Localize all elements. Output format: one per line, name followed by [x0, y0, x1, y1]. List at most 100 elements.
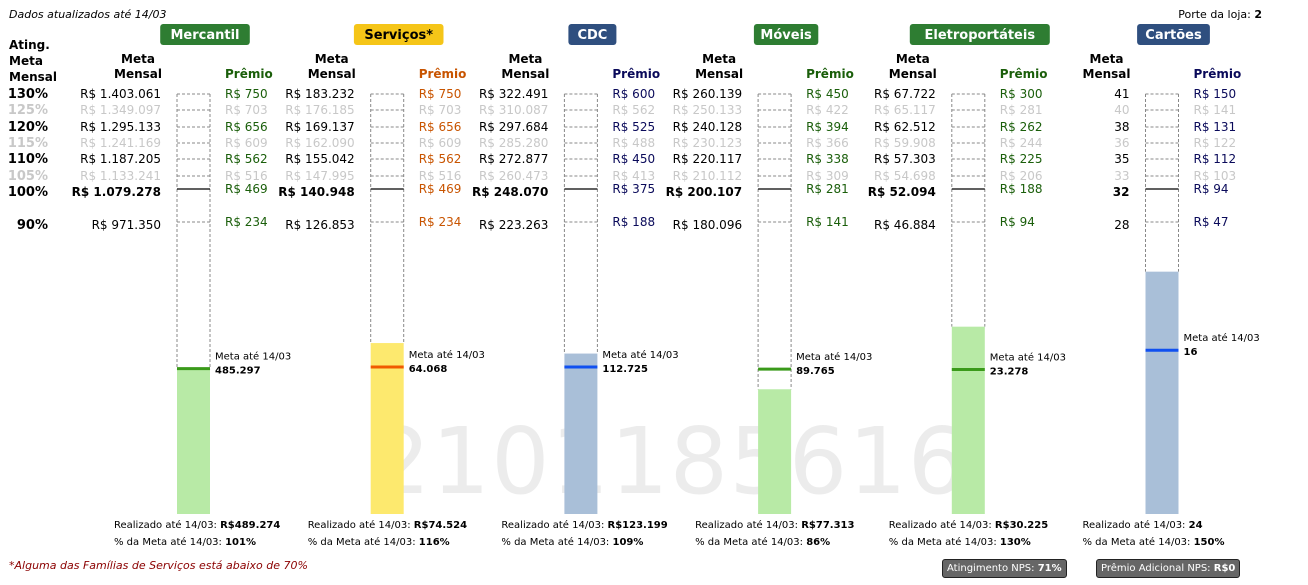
- meta-header-line-2: Mensal: [695, 67, 743, 81]
- meta-value: R$ 310.087: [479, 103, 548, 117]
- pct-meta-text: % da Meta até 14/03: 116%: [308, 536, 450, 548]
- premio-header: Prêmio: [419, 67, 467, 81]
- premio-value: R$ 469: [225, 182, 268, 196]
- meta-value: R$ 250.133: [673, 103, 742, 117]
- goal-marker-value: 64.068: [409, 364, 448, 375]
- goal-marker-label: Meta até 14/03: [602, 349, 678, 361]
- goal-marker-label: Meta até 14/03: [796, 351, 872, 363]
- realizado-text: Realizado até 14/03: R$77.313: [695, 519, 854, 531]
- meta-value: R$ 210.112: [673, 169, 742, 183]
- family-header-pill[interactable]: [909, 24, 1050, 45]
- meta-value: 35: [1114, 152, 1129, 166]
- meta-value: R$ 248.070: [472, 185, 548, 199]
- meta-value: R$ 52.094: [868, 185, 936, 199]
- premio-value: R$ 112: [1194, 152, 1237, 166]
- nps-bonus-label: Prêmio Adicional NPS:: [1101, 563, 1211, 574]
- premio-value: R$ 703: [225, 103, 268, 117]
- premio-value: R$ 656: [419, 120, 462, 134]
- premio-value: R$ 141: [806, 215, 849, 229]
- realizado-text: Realizado até 14/03: R$30.225: [889, 519, 1048, 531]
- premio-value: R$ 206: [1000, 169, 1043, 183]
- updated-text: Dados atualizados até 14/03: [9, 8, 167, 21]
- premio-value: R$ 562: [419, 152, 462, 166]
- progress-bar-fill: [177, 369, 210, 514]
- meta-value: 36: [1114, 136, 1129, 150]
- meta-value: R$ 971.350: [92, 218, 161, 232]
- family-header-pill[interactable]: [753, 24, 819, 45]
- meta-value: R$ 240.128: [673, 120, 742, 134]
- premio-value: R$ 469: [419, 182, 462, 196]
- meta-value: R$ 176.185: [285, 103, 354, 117]
- meta-value: R$ 223.263: [479, 218, 548, 232]
- premio-value: R$ 234: [225, 215, 268, 229]
- premio-header: Prêmio: [612, 67, 660, 81]
- premio-value: R$ 281: [1000, 103, 1043, 117]
- meta-value: R$ 297.684: [479, 120, 548, 134]
- progress-bar-fill: [1145, 271, 1179, 514]
- meta-value: R$ 1.079.278: [72, 185, 161, 199]
- family-header-label: Cartões: [1145, 28, 1202, 43]
- premio-header: Prêmio: [1194, 67, 1242, 81]
- meta-header-line-1: Meta: [702, 52, 736, 66]
- nps-attainment-label: Atingimento NPS:: [947, 563, 1035, 574]
- meta-value: R$ 1.187.205: [80, 152, 161, 166]
- premio-value: R$ 141: [1194, 103, 1237, 117]
- premio-value: R$ 750: [419, 87, 462, 101]
- goal-marker-value: 485.297: [215, 366, 261, 377]
- progress-bar-fill: [370, 343, 404, 514]
- premio-value: R$ 525: [612, 120, 655, 134]
- progress-bar-fill: [951, 326, 985, 514]
- family-header-pill[interactable]: [353, 24, 444, 45]
- premio-value: R$ 609: [419, 136, 462, 150]
- meta-value: R$ 260.473: [479, 169, 548, 183]
- realizado-text: Realizado até 14/03: 24: [1083, 519, 1203, 531]
- meta-value: R$ 155.042: [285, 152, 354, 166]
- family-header-pill[interactable]: [1137, 24, 1210, 45]
- meta-value: R$ 65.117: [874, 103, 936, 117]
- meta-header-line-2: Mensal: [889, 67, 937, 81]
- level-label: 115%: [8, 136, 48, 151]
- pct-meta-text: % da Meta até 14/03: 86%: [695, 536, 830, 548]
- goal-marker-value: 112.725: [602, 364, 648, 375]
- premio-value: R$ 309: [806, 169, 849, 183]
- meta-value: R$ 322.491: [479, 87, 548, 101]
- meta-value: R$ 62.512: [874, 120, 936, 134]
- meta-value: R$ 200.107: [666, 185, 742, 199]
- meta-header-line-2: Mensal: [114, 67, 162, 81]
- meta-header-line-2: Mensal: [308, 67, 356, 81]
- premio-value: R$ 450: [806, 87, 849, 101]
- premio-value: R$ 450: [612, 152, 655, 166]
- meta-value: R$ 162.090: [285, 136, 354, 150]
- premio-value: R$ 103: [1194, 169, 1237, 183]
- store-size-value: 2: [1254, 8, 1262, 21]
- premio-value: R$ 516: [419, 169, 462, 183]
- nps-bonus-button[interactable]: Prêmio Adicional NPS: R$0: [1096, 559, 1241, 578]
- goal-marker-value: 16: [1184, 347, 1198, 358]
- premio-value: R$ 609: [225, 136, 268, 150]
- pct-meta-text: % da Meta até 14/03: 109%: [501, 536, 643, 548]
- family-header-pill[interactable]: [568, 24, 617, 45]
- meta-value: R$ 272.877: [479, 152, 548, 166]
- meta-value: 28: [1114, 218, 1129, 232]
- premio-value: R$ 122: [1194, 136, 1237, 150]
- family-header-pill[interactable]: [160, 24, 250, 45]
- ating-title-line-2: Meta: [9, 54, 43, 68]
- nps-attainment-button[interactable]: Atingimento NPS: 71%: [942, 559, 1067, 578]
- family-header-label: CDC: [577, 28, 607, 43]
- meta-value: R$ 46.884: [874, 218, 936, 232]
- meta-value: R$ 59.908: [874, 136, 936, 150]
- nps-bonus-value: R$0: [1213, 563, 1236, 574]
- premio-value: R$ 262: [1000, 120, 1043, 134]
- meta-value: 33: [1114, 169, 1129, 183]
- premio-value: R$ 225: [1000, 152, 1043, 166]
- meta-value: R$ 126.853: [285, 218, 354, 232]
- meta-value: R$ 183.232: [285, 87, 354, 101]
- premio-value: R$ 188: [1000, 182, 1043, 196]
- meta-value: R$ 147.995: [285, 169, 354, 183]
- pct-meta-text: % da Meta até 14/03: 150%: [1083, 536, 1225, 548]
- family-header-label: Móveis: [760, 28, 812, 43]
- meta-value: R$ 1.241.169: [80, 136, 161, 150]
- premio-value: R$ 375: [612, 182, 655, 196]
- goal-marker-label: Meta até 14/03: [215, 351, 291, 363]
- premio-value: R$ 131: [1194, 120, 1237, 134]
